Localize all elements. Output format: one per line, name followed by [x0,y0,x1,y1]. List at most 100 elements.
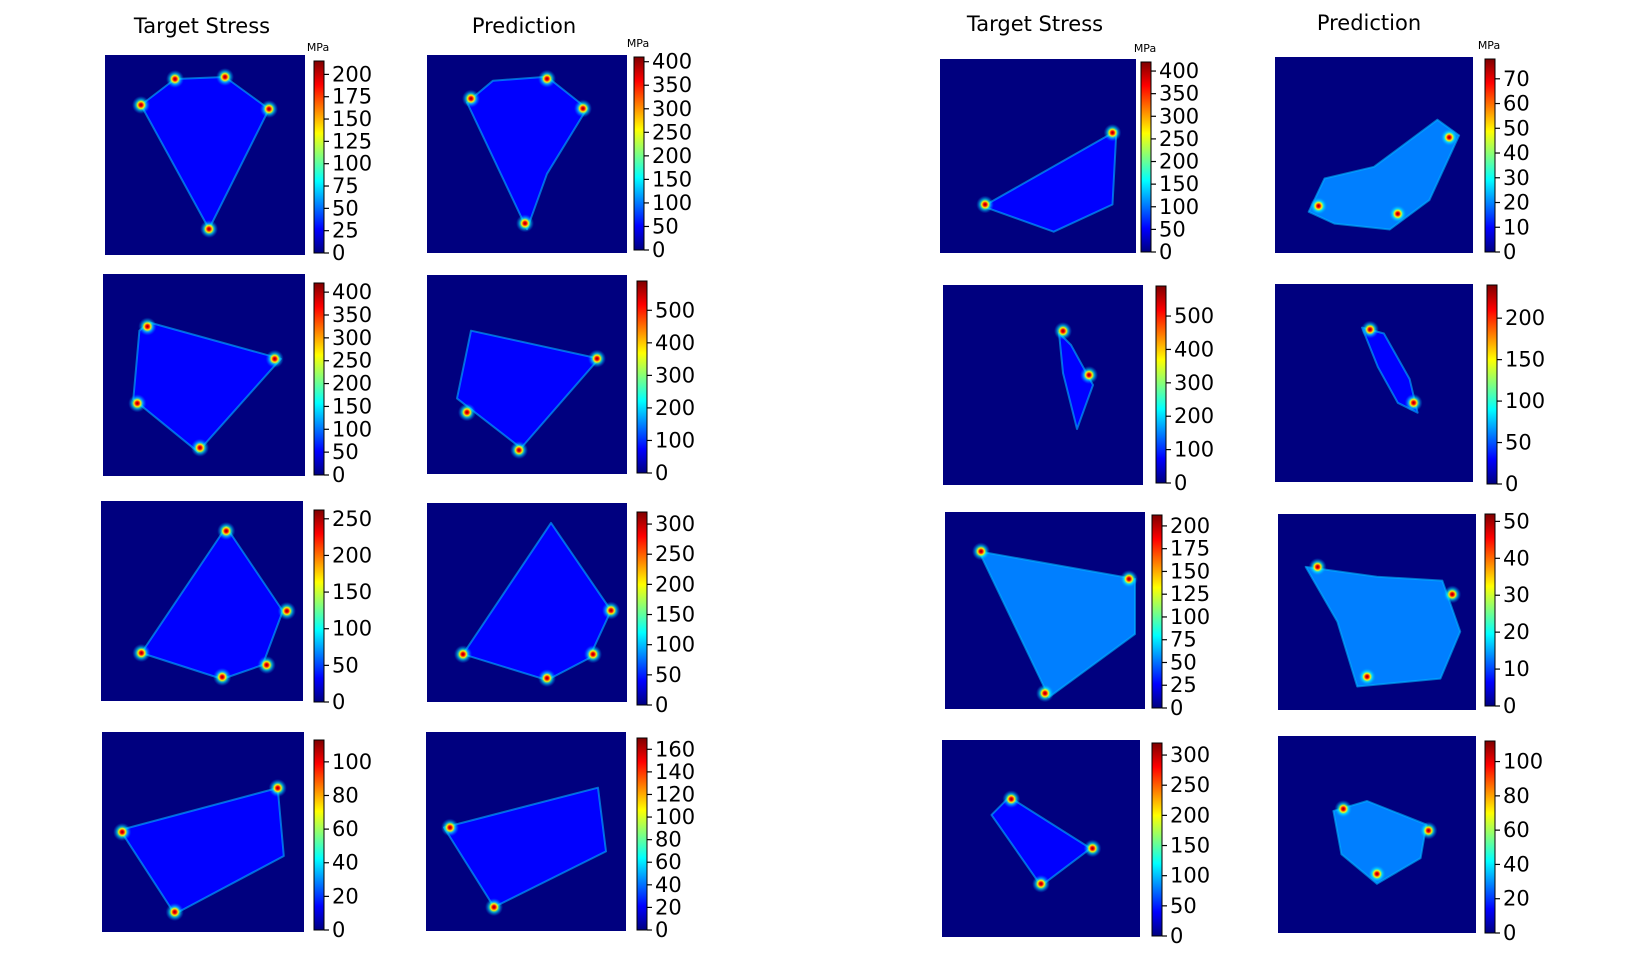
stress-hotspot [584,645,602,664]
column-title-prediction-right: Prediction [1317,11,1421,35]
colorbar-tick-label: 100 [1159,195,1199,219]
panel-10: 0 50 100 150 200 250 300 [427,503,695,717]
colorbar-tick-label: 0 [1170,696,1183,720]
colorbar-tick-label: 80 [1503,784,1530,808]
colorbar-tick-label: 50 [332,440,359,464]
colorbar-tick-label: 0 [332,690,345,714]
stress-hotspot [1334,799,1353,818]
panel-12: 0 10 20 30 40 50 [1278,509,1530,718]
colorbar-tick-label: 20 [655,895,682,919]
stress-hotspot [260,100,278,118]
colorbar-gradient [633,56,645,251]
colorbar-tick-label: 100 [332,750,372,774]
stress-hotspot [132,643,151,663]
colorbar-tick-label: 500 [1174,304,1214,328]
colorbar-tick-label: 25 [1170,673,1197,697]
colorbar-tick-label: 200 [332,543,372,567]
stress-hotspot [1404,393,1423,412]
stress-field-shape [119,787,285,915]
stress-hotspot [1388,204,1407,223]
colorbar-tick-label: 500 [655,298,695,322]
colorbar-tick-label: 20 [1503,191,1530,215]
stress-field-shape [462,521,612,682]
colorbar-unit-label: MPa [627,37,649,50]
colorbar-tick-label: 300 [1174,371,1214,395]
panel-7: 0 100 200 300 400 500 [943,285,1214,495]
stress-hotspot [485,898,503,917]
colorbar-gradient [1484,740,1496,934]
stress-hotspot [200,220,218,238]
colorbar-gradient [1140,61,1152,253]
stress-field-shape [1361,326,1419,414]
stress-hotspot [454,645,472,664]
colorbar-unit-label: MPa [1478,39,1500,52]
stress-hotspot [1083,839,1102,858]
stress-hotspot [216,68,234,86]
stress-hotspot [1440,128,1459,147]
stress-hotspot [588,349,606,368]
colorbar-tick-label: 50 [1503,116,1530,140]
colorbar-tick-label: 50 [1170,894,1197,918]
colorbar-tick-label: 150 [1159,172,1199,196]
colorbar-tick-label: 350 [652,73,692,97]
colorbar-tick-label: 80 [332,783,359,807]
colorbar-tick-label: 40 [1503,141,1530,165]
colorbar-gradient [1151,742,1163,937]
colorbar-tick-label: 150 [655,603,695,627]
colorbar-tick-label: 50 [1503,509,1530,533]
colorbar-gradient [1484,513,1496,707]
colorbar-tick-label: 300 [655,363,695,387]
colorbar-tick-label: 20 [1503,620,1530,644]
colorbar-tick-label: 250 [652,120,692,144]
colorbar-tick-label: 0 [1159,240,1172,264]
colorbar-tick-label: 175 [332,85,372,109]
colorbar-tick-label: 100 [1503,750,1543,774]
colorbar-tick-label: 80 [655,828,682,852]
colorbar-tick-label: 100 [1170,864,1210,888]
colorbar-tick-label: 150 [652,167,692,191]
colorbar-tick-label: 125 [1170,582,1210,606]
stress-hotspot [166,70,184,88]
heatmap-background [1275,284,1473,482]
colorbar-tick-label: 0 [655,693,668,717]
colorbar-tick-label: 40 [1503,852,1530,876]
colorbar-tick-label: 30 [1503,583,1530,607]
stress-hotspot [441,818,459,837]
colorbar-tick-label: 0 [1503,694,1516,718]
stress-hotspot [1368,864,1386,883]
colorbar-tick-label: 75 [1170,628,1197,652]
stress-field-shape [978,550,1136,699]
colorbar-tick-label: 10 [1503,215,1530,239]
colorbar-tick-label: 150 [1505,348,1545,372]
stress-hotspot [510,441,528,460]
colorbar-tick-label: 100 [655,805,695,829]
colorbar-tick-label: 175 [1170,537,1210,561]
colorbar-tick-label: 0 [332,241,345,265]
stress-hotspot [574,99,592,118]
colorbar-tick-label: 400 [655,331,695,355]
stress-field-shape [140,526,284,680]
colorbar-tick-label: 200 [1170,803,1210,827]
stress-hotspot [213,667,232,687]
colorbar-tick-label: 250 [332,507,372,531]
colorbar: 0 10 20 30 40 50 [1484,509,1530,718]
colorbar-gradient [313,282,325,476]
colorbar-unit-label: MPa [1134,42,1156,55]
colorbar-tick-label: 150 [332,394,372,418]
stress-field-shape [1058,332,1094,430]
colorbar-tick-label: 0 [655,918,668,942]
colorbar-tick-label: 50 [332,196,359,220]
colorbar-tick-label: 20 [1503,887,1530,911]
colorbar-tick-label: 30 [1503,166,1530,190]
colorbar-tick-label: 100 [652,191,692,215]
stress-hotspot [165,902,184,922]
colorbar-tick-label: 20 [332,884,359,908]
colorbar-gradient [636,511,648,706]
colorbar-tick-label: 0 [1170,924,1183,948]
stress-hotspot [1002,790,1021,809]
stress-hotspot [268,778,287,798]
